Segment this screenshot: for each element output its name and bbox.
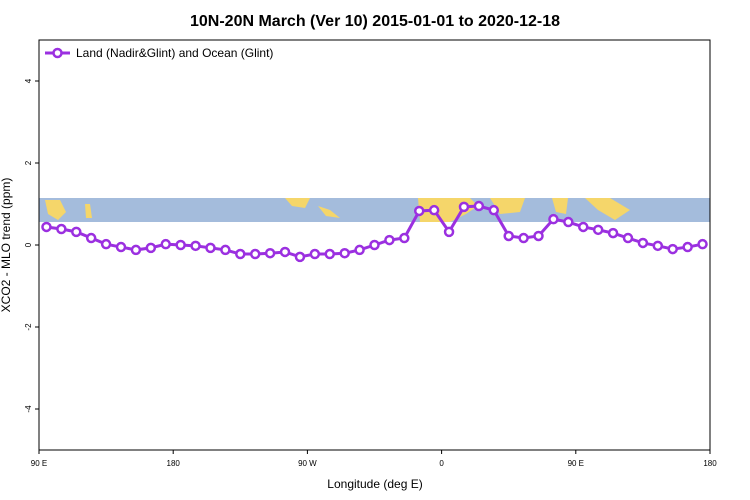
map-band (39, 198, 710, 222)
data-point (518, 232, 529, 244)
data-point (592, 224, 604, 236)
data-point (533, 230, 544, 242)
x-tick-label: 180 (703, 459, 717, 468)
data-point (220, 244, 231, 256)
legend-marker (52, 47, 63, 59)
data-point (205, 242, 216, 254)
x-tick-label: 90 E (31, 459, 47, 468)
data-point (130, 244, 142, 256)
data-point (413, 205, 425, 217)
legend-label: Land (Nadir&Glint) and Ocean (Glint) (76, 46, 273, 60)
x-tick-label: 90 W (298, 459, 317, 468)
data-point (563, 216, 574, 228)
data-point (637, 237, 649, 249)
x-tick-label: 180 (167, 459, 181, 468)
data-point (190, 240, 201, 252)
data-point (249, 248, 261, 260)
y-tick-label: -4 (24, 405, 33, 413)
data-point (264, 247, 276, 259)
chart-title: 10N-20N March (Ver 10) 2015-01-01 to 202… (190, 13, 560, 30)
data-point (369, 239, 380, 251)
y-tick-label: 2 (24, 160, 33, 165)
data-point (682, 241, 693, 253)
data-point (399, 232, 410, 244)
data-point (309, 248, 321, 260)
data-point (697, 238, 708, 250)
data-point (160, 238, 171, 250)
y-tick-label: 4 (24, 78, 33, 83)
data-point (100, 238, 112, 250)
data-point (235, 248, 246, 260)
data-point (473, 200, 485, 212)
data-point (503, 230, 514, 242)
data-point (71, 226, 82, 238)
data-point (145, 242, 157, 254)
data-point (652, 240, 664, 252)
data-point (115, 241, 127, 253)
data-point (279, 246, 291, 258)
data-point (622, 232, 634, 244)
y-axis-label: XCO2 - MLO trend (ppm) (0, 178, 13, 313)
data-point (175, 239, 186, 251)
data-point (339, 247, 350, 259)
data-point (667, 243, 678, 255)
data-point (578, 221, 589, 233)
data-point (384, 234, 395, 246)
y-tick-label: 0 (24, 242, 33, 247)
data-point (354, 244, 365, 256)
data-point (324, 248, 336, 260)
data-point (428, 204, 440, 216)
x-axis-label: Longitude (deg E) (327, 477, 422, 491)
y-tick-label: -2 (24, 323, 33, 331)
data-point (607, 227, 619, 239)
data-point (294, 251, 306, 263)
data-point (458, 201, 470, 213)
data-point (488, 204, 500, 216)
legend: Land (Nadir&Glint) and Ocean (Glint) (45, 46, 273, 60)
data-point (443, 226, 455, 238)
x-tick-label: 0 (439, 459, 444, 468)
data-point (56, 223, 67, 235)
data-point (548, 213, 559, 225)
x-tick-label: 90 E (568, 459, 584, 468)
data-point (41, 221, 52, 233)
data-point (85, 232, 97, 244)
